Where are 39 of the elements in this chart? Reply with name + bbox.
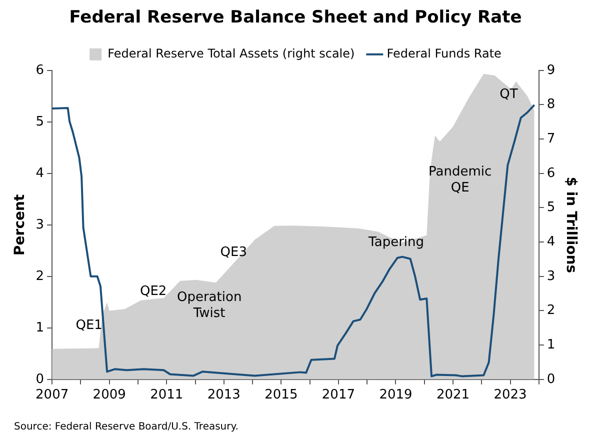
y-tick-label: 6 bbox=[36, 62, 44, 78]
y2-tick-label: 3 bbox=[546, 268, 556, 284]
legend-label: Federal Reserve Total Assets (right scale) bbox=[108, 46, 355, 61]
annotation: Tapering bbox=[368, 234, 424, 250]
x-tick-label: 2017 bbox=[322, 388, 356, 403]
x-tick-label: 2009 bbox=[92, 388, 126, 403]
x-tick-label: 2013 bbox=[207, 388, 240, 403]
y2-tick-label: 1 bbox=[546, 337, 556, 352]
y2-tick-label: 9 bbox=[546, 62, 556, 78]
y2-axis-title: $ in Trillions bbox=[562, 176, 579, 274]
y-tick-label: 2 bbox=[36, 268, 44, 284]
y2-tick-label: 8 bbox=[546, 97, 556, 112]
legend-label: Federal Funds Rate bbox=[386, 46, 502, 61]
annotation: QE3 bbox=[220, 244, 248, 260]
y2-tick-label: 7 bbox=[546, 131, 556, 146]
y-tick-label: 0 bbox=[36, 372, 44, 387]
y2-tick-label: 5 bbox=[546, 200, 556, 216]
y2-tick-label: 4 bbox=[546, 234, 556, 250]
x-tick-label: 2021 bbox=[436, 388, 470, 403]
y-axis-title: Percent bbox=[12, 194, 28, 256]
source-note: Source: Federal Reserve Board/U.S. Treasury. bbox=[14, 422, 238, 433]
x-tick-label: 2011 bbox=[150, 388, 184, 403]
annotation: Pandemic QE bbox=[428, 164, 492, 196]
annotation: QE1 bbox=[76, 318, 102, 334]
x-tick-label: 2015 bbox=[264, 388, 298, 403]
y-tick-label: 3 bbox=[36, 217, 44, 232]
y2-tick-label: 0 bbox=[546, 372, 556, 387]
y-tick-label: 4 bbox=[36, 166, 44, 181]
x-tick-label: 2023 bbox=[494, 388, 527, 403]
x-tick-label: 2019 bbox=[379, 388, 412, 403]
annotation: QT bbox=[500, 86, 518, 102]
annotation: Operation Twist bbox=[176, 290, 242, 322]
y-tick-label: 1 bbox=[36, 320, 44, 336]
x-tick-label: 2007 bbox=[36, 388, 69, 403]
y2-tick-label: 6 bbox=[546, 166, 556, 181]
y-tick-label: 5 bbox=[36, 114, 44, 130]
annotation: QE2 bbox=[140, 284, 167, 300]
y2-tick-label: 2 bbox=[546, 303, 556, 318]
chart-title: Federal Reserve Balance Sheet and Policy Rate bbox=[69, 8, 522, 28]
